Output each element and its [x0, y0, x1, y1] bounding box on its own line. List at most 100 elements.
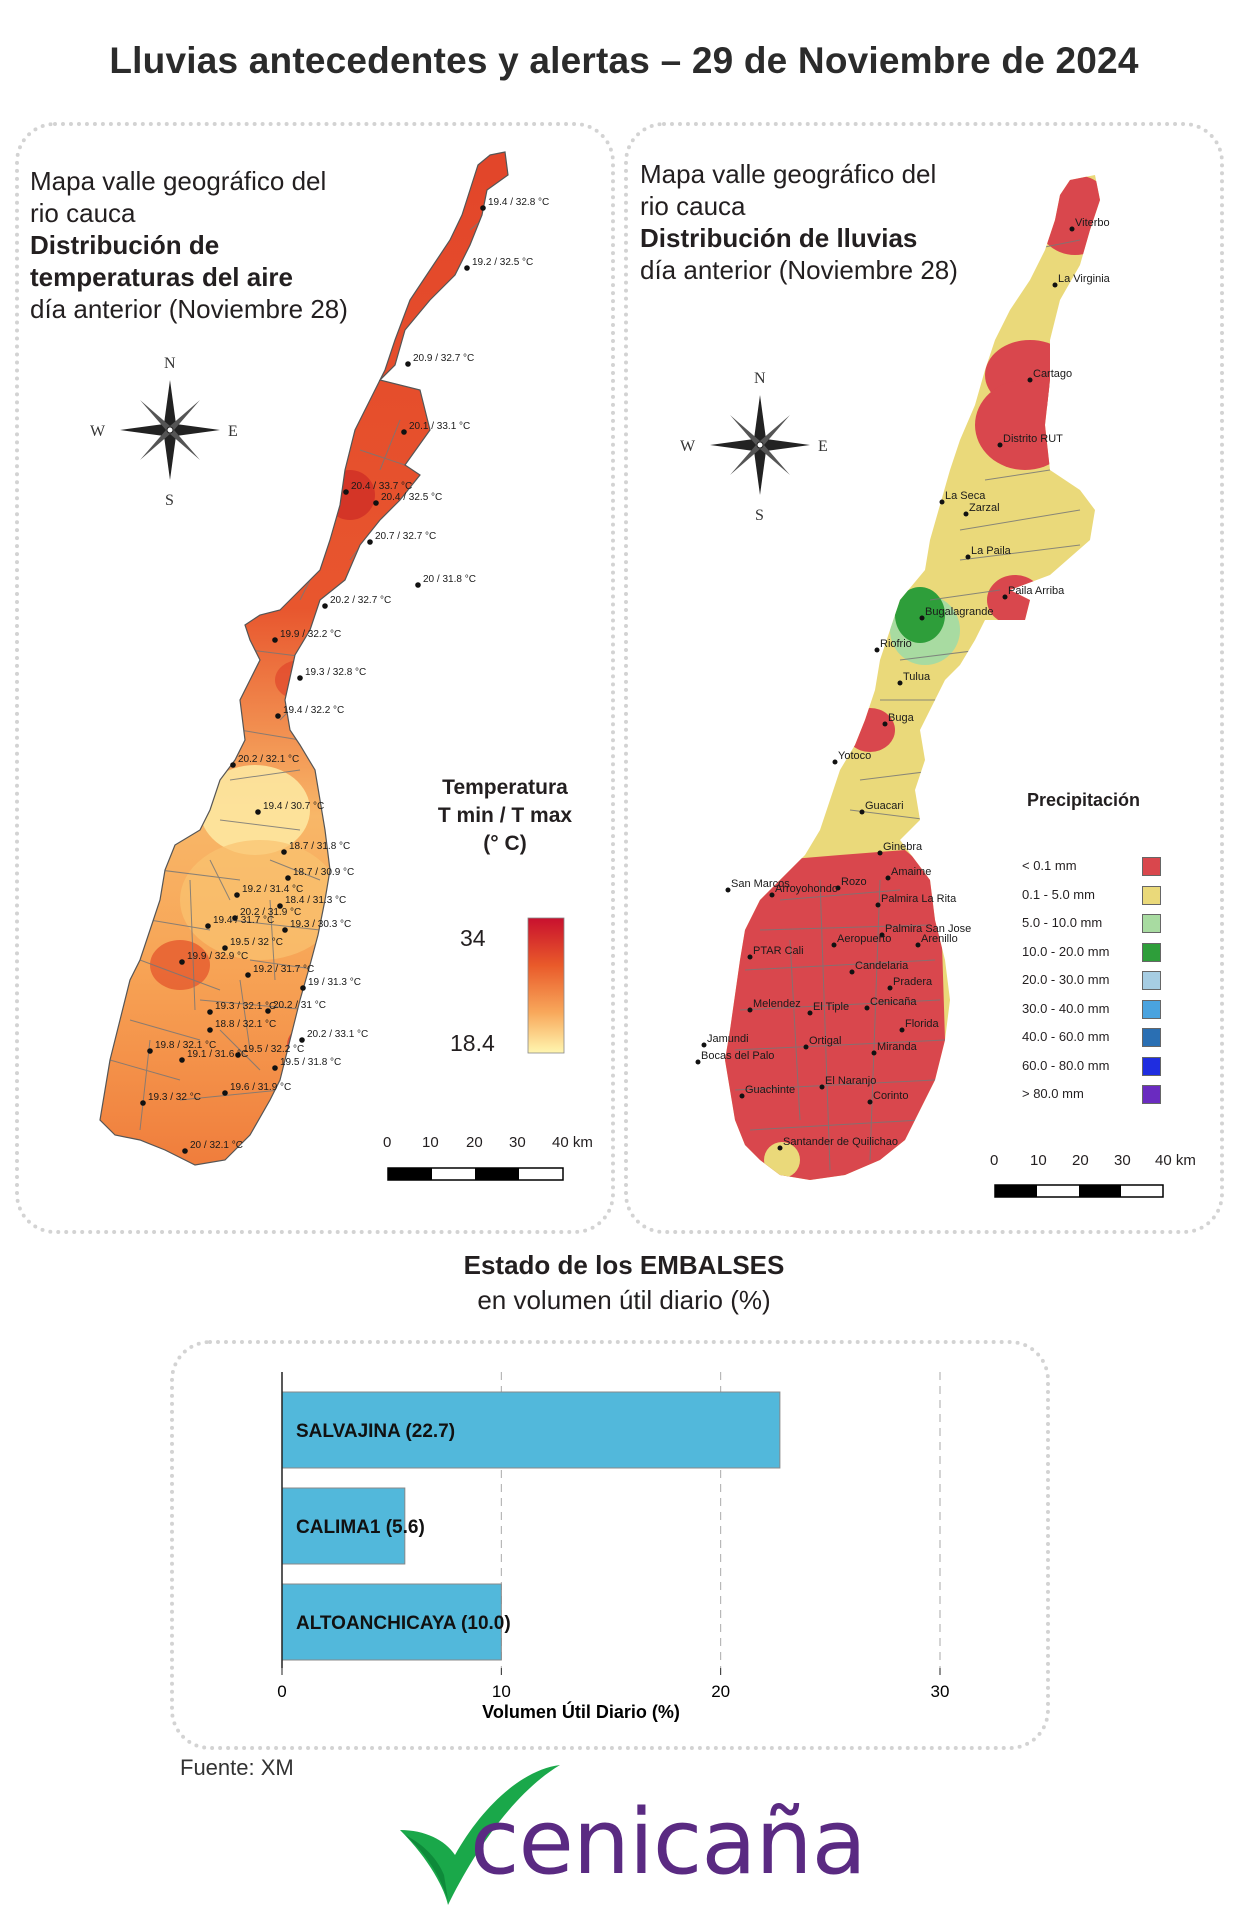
- station-label: 19.1 / 31.6 °C: [187, 1049, 248, 1060]
- station-label: 20.2 / 31 °C: [273, 1000, 326, 1011]
- temp-title-line-4: temperaturas del aire: [30, 262, 294, 292]
- town-label: Miranda: [877, 1041, 918, 1053]
- town-dot: [899, 1027, 905, 1033]
- town-dot: [897, 680, 903, 686]
- station-dot: [322, 603, 328, 609]
- station-label: 19.9 / 32.2 °C: [280, 629, 341, 640]
- town-label: Riofrio: [880, 638, 912, 650]
- town-label: Arenillo: [921, 933, 958, 945]
- town-dot: [747, 954, 753, 960]
- station-dot: [272, 1065, 278, 1071]
- rain-scale-tick-1: 10: [1030, 1152, 1047, 1169]
- town-label: La Paila: [971, 545, 1012, 557]
- town-label: Buga: [888, 712, 915, 724]
- station-dot: [277, 903, 283, 909]
- station-dot: [300, 985, 306, 991]
- reservoir-bar-label: SALVAJINA (22.7): [296, 1421, 455, 1442]
- temperature-legend-max: 34: [460, 925, 486, 951]
- x-tick-label: 10: [492, 1682, 511, 1701]
- town-label: PTAR Cali: [753, 945, 804, 957]
- town-dot: [887, 985, 893, 991]
- town-label: Arroyohondo: [775, 883, 838, 895]
- rain-map-title: Mapa valle geográfico del rio cauca Dist…: [640, 158, 958, 286]
- precip-legend-label: 5.0 - 10.0 mm: [1022, 915, 1103, 930]
- station-dot: [179, 1057, 185, 1063]
- rain-scale-tick-3: 30: [1114, 1152, 1131, 1169]
- station-dot: [480, 205, 486, 211]
- chart-x-ticks: 0 10 20 30: [277, 1668, 949, 1701]
- temperature-legend-min: 18.4: [450, 1030, 495, 1056]
- rain-scale-tick-4: 40 km: [1155, 1152, 1196, 1169]
- precip-legend-label: 0.1 - 5.0 mm: [1022, 886, 1095, 902]
- rain-scale-bar: 0 10 20 30 40 km: [990, 1152, 1196, 1198]
- station-dot: [234, 892, 240, 898]
- station-dot: [367, 539, 373, 545]
- reservoirs-title: Estado de los EMBALSES: [463, 1250, 785, 1280]
- station-dot: [281, 849, 287, 855]
- station-dot: [285, 875, 291, 881]
- station-label: 20.2 / 32.1 °C: [238, 754, 299, 765]
- station-label: 18.4 / 31.3 °C: [285, 895, 346, 906]
- town-dot: [997, 442, 1003, 448]
- station-label: 19.3 / 30.3 °C: [290, 919, 351, 930]
- station-label: 19.4 / 32.2 °C: [283, 705, 344, 716]
- temperature-legend-bar: [527, 917, 565, 1054]
- town-dot: [819, 1084, 825, 1090]
- town-label: Corinto: [873, 1090, 908, 1102]
- town-label: La Seca: [945, 490, 986, 502]
- town-label: Amaime: [891, 866, 931, 878]
- town-label: Distrito RUT: [1003, 433, 1063, 445]
- station-label: 20.7 / 32.7 °C: [375, 531, 436, 542]
- temp-legend-line-3: (° C): [483, 832, 527, 855]
- station-dot: [235, 1052, 241, 1058]
- town-label: Cenicaña: [870, 996, 917, 1008]
- precip-legend-label: 10.0 - 20.0 mm: [1022, 943, 1110, 959]
- precip-legend-label: 30.0 - 40.0 mm: [1022, 1000, 1110, 1016]
- precip-legend-swatch: [1142, 885, 1161, 905]
- temperature-map-panel: [15, 122, 615, 1234]
- precip-legend-label: 60.0 - 80.0 mm: [1022, 1057, 1110, 1073]
- station-label: 20.4 / 32.5 °C: [381, 492, 442, 503]
- temp-title-line-3: Distribución de: [30, 230, 220, 260]
- town-dot: [1069, 226, 1075, 232]
- compass-e: E: [228, 423, 238, 440]
- temp-scale-tick-2: 20: [466, 1134, 483, 1151]
- station-label: 19.4 / 30.7 °C: [263, 801, 324, 812]
- rain-compass-e: E: [818, 438, 828, 455]
- town-label: Zarzal: [969, 502, 1000, 514]
- station-dot: [265, 1008, 271, 1014]
- rain-compass-w: W: [680, 438, 696, 455]
- temp-title-line-2: rio cauca: [30, 198, 136, 228]
- station-label: 19.5 / 32.2 °C: [243, 1044, 304, 1055]
- town-label: Palmira La Rita: [881, 893, 957, 905]
- town-dot: [919, 615, 925, 621]
- town-label: Viterbo: [1075, 217, 1110, 229]
- temperature-scale-bar: 0 10 20 30 40 km: [383, 1134, 593, 1181]
- town-dot: [874, 647, 880, 653]
- town-label: Paila Arriba: [1008, 585, 1065, 597]
- town-label: El Tiple: [813, 1001, 849, 1013]
- town-label: San Marcos: [731, 878, 790, 890]
- town-dot: [939, 499, 945, 505]
- town-dot: [831, 942, 837, 948]
- town-dot: [885, 875, 891, 881]
- rain-compass-n: N: [754, 370, 766, 387]
- station-dot: [230, 762, 236, 768]
- town-dot: [1002, 594, 1008, 600]
- station-label: 18.8 / 32.1 °C: [215, 1019, 276, 1030]
- town-label: Rozo: [841, 876, 867, 888]
- town-dot: [803, 1044, 809, 1050]
- temp-subtitle: día anterior (Noviembre 28): [30, 294, 348, 324]
- town-label: Guacari: [865, 800, 904, 812]
- station-dot: [405, 361, 411, 367]
- town-dot: [963, 511, 969, 517]
- station-label: 20.4 / 33.7 °C: [351, 481, 412, 492]
- station-dot: [205, 923, 211, 929]
- rain-scale-tick-2: 20: [1072, 1152, 1089, 1169]
- station-dot: [343, 489, 349, 495]
- station-label: 19.5 / 31.8 °C: [280, 1057, 341, 1068]
- precipitation-legend-title: Precipitación: [1027, 790, 1141, 810]
- town-dot: [835, 885, 841, 891]
